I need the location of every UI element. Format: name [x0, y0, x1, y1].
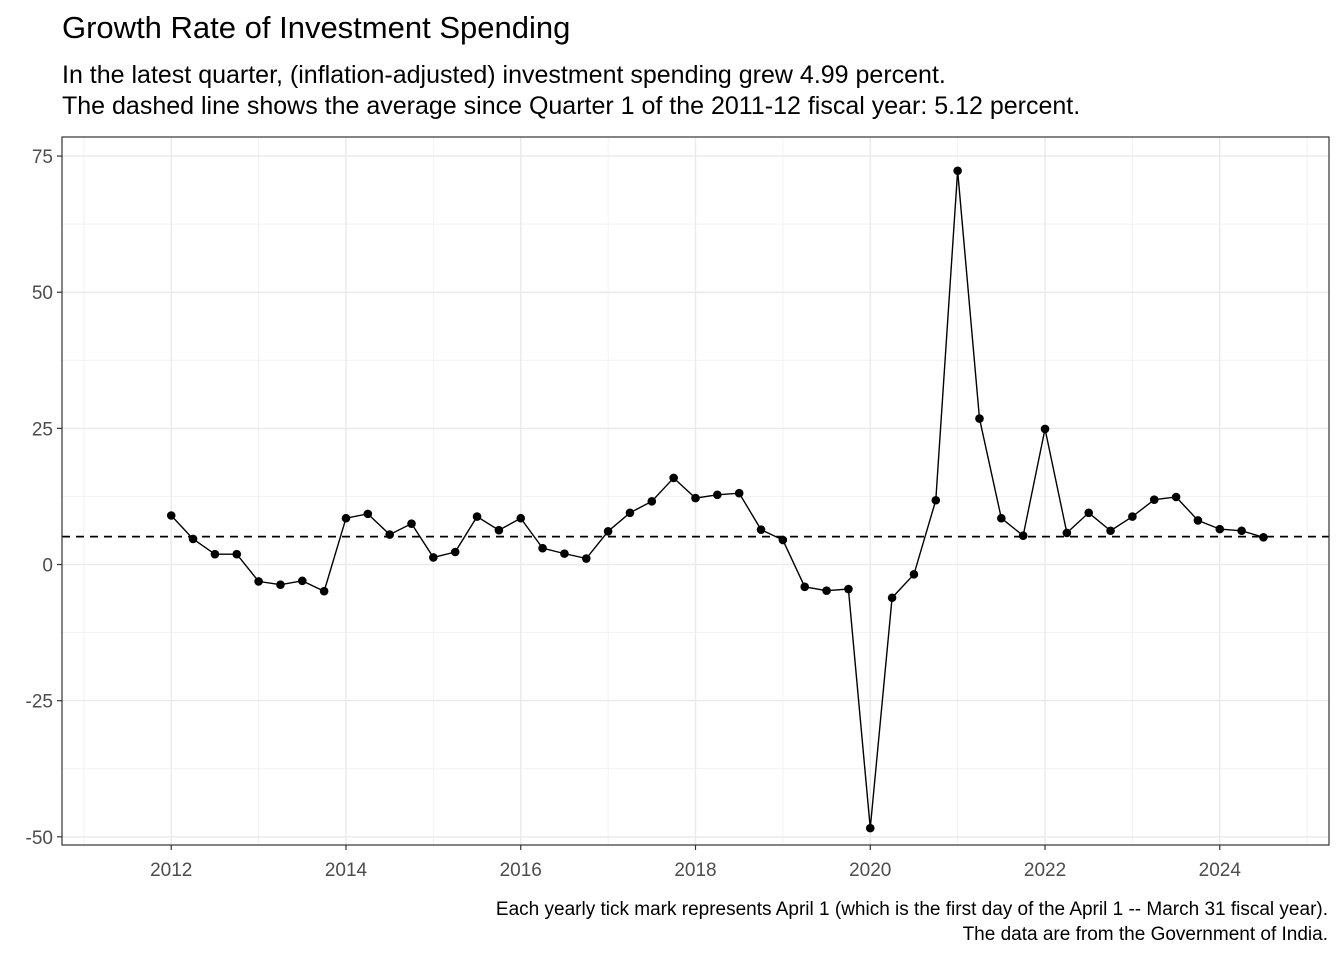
data-point [276, 580, 285, 589]
data-point [865, 823, 875, 833]
data-point [1237, 526, 1246, 536]
data-point [407, 519, 416, 528]
y-tick-label: 25 [32, 419, 53, 440]
data-point [800, 582, 810, 592]
data-point [232, 549, 242, 559]
data-point [1193, 516, 1203, 525]
x-tick-label: 2016 [500, 860, 542, 881]
chart-title: Growth Rate of Investment Spending [62, 10, 571, 45]
data-point [297, 576, 307, 586]
x-tick-label: 2012 [150, 860, 192, 881]
subtitle-line-2: The dashed line shows the average since … [62, 92, 1081, 120]
data-point [669, 473, 678, 483]
x-tick-label: 2024 [1199, 860, 1242, 881]
y-tick-label: -50 [26, 828, 53, 849]
data-point [1106, 526, 1115, 536]
data-point [450, 547, 460, 557]
data-point [931, 495, 941, 505]
x-tick-label: 2014 [325, 860, 368, 881]
data-point [822, 586, 831, 595]
data-point [647, 497, 657, 506]
y-tick-label: 50 [32, 283, 53, 304]
subtitle-line-1: In the latest quarter, (inflation-adjust… [62, 61, 946, 89]
data-point [691, 493, 700, 503]
caption-line-1: Each yearly tick mark represents April 1… [495, 899, 1328, 920]
data-point [1128, 512, 1137, 521]
data-point [581, 554, 591, 563]
data-point [713, 490, 722, 500]
data-point [560, 549, 569, 558]
x-tick-label: 2022 [1024, 860, 1066, 881]
data-point [778, 535, 788, 545]
data-point [319, 586, 329, 596]
data-point [472, 512, 482, 521]
data-point [494, 525, 504, 535]
data-point [734, 488, 744, 498]
data-point [538, 543, 547, 553]
data-point [603, 527, 613, 536]
data-point [625, 508, 635, 518]
x-tick-label: 2018 [674, 860, 716, 881]
chart-caption: Each yearly tick mark represents April 1… [496, 897, 1328, 947]
caption-line-2: The data are from the Government of Indi… [962, 924, 1328, 945]
data-point [756, 525, 766, 534]
data-point [975, 414, 984, 423]
data-point [1215, 524, 1225, 534]
data-point [210, 549, 220, 559]
data-point [1018, 531, 1028, 540]
chart-subtitle: In the latest quarter, (inflation-adjust… [62, 60, 1080, 122]
data-point [1149, 495, 1159, 505]
data-point [341, 513, 351, 523]
data-point [997, 513, 1006, 523]
data-point [1171, 492, 1181, 502]
data-point [953, 166, 962, 176]
data-point [1259, 533, 1268, 542]
data-point [363, 509, 373, 519]
data-point [429, 553, 438, 562]
data-point [909, 570, 919, 579]
data-point [254, 577, 263, 586]
y-tick-label: 0 [42, 556, 53, 577]
data-point [1084, 508, 1094, 518]
data-point [516, 513, 526, 523]
data-point [887, 593, 897, 603]
x-tick-label: 2020 [849, 860, 891, 881]
data-point [844, 584, 853, 594]
data-point [188, 534, 198, 544]
data-point [1062, 528, 1072, 538]
data-point [1040, 424, 1050, 434]
data-point [385, 530, 394, 539]
y-tick-label: 75 [32, 147, 53, 168]
y-tick-label: -25 [26, 692, 53, 713]
data-point [166, 511, 176, 520]
